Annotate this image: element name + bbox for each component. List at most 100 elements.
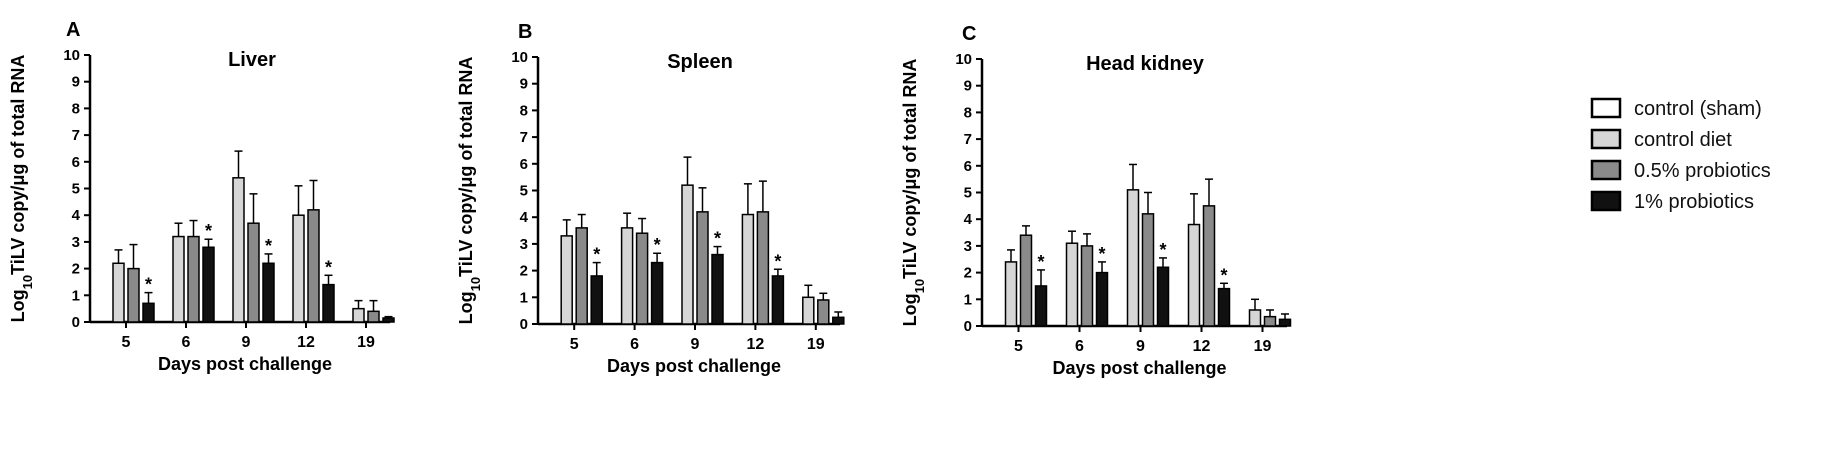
bar-1-probiotics-day-5 bbox=[590, 275, 603, 325]
significance-star: * bbox=[1220, 265, 1227, 285]
bar-control-diet-day-9 bbox=[681, 184, 694, 325]
legend-swatch-control-sham bbox=[1590, 97, 1622, 119]
y-tick-label: 5 bbox=[964, 185, 972, 202]
x-tick-label: 6 bbox=[182, 334, 191, 351]
significance-star: * bbox=[205, 221, 212, 241]
x-tick-label: 19 bbox=[357, 334, 375, 351]
significance-star: * bbox=[145, 275, 152, 295]
x-axis-label: Days post challenge bbox=[158, 354, 332, 374]
bar-control-diet-day-6 bbox=[172, 235, 185, 323]
chart-title: Head kidney bbox=[1086, 53, 1205, 75]
y-tick-label: 4 bbox=[964, 211, 973, 228]
bar-control-diet-day-12 bbox=[292, 214, 305, 323]
bar-control-diet-day-19 bbox=[802, 296, 815, 325]
y-tick-label: 3 bbox=[72, 234, 80, 251]
y-tick-label: 2 bbox=[520, 263, 528, 280]
x-tick-label: 6 bbox=[1075, 338, 1084, 355]
legend-label-1-probiotics: 1% probiotics bbox=[1634, 191, 1754, 213]
legend-swatch-05-probiotics bbox=[1590, 159, 1622, 181]
y-tick-label: 6 bbox=[520, 156, 528, 173]
bar-0-5-probiotics-day-6 bbox=[635, 232, 649, 325]
y-axis-label-subscript: 10 bbox=[912, 279, 927, 293]
y-tick-label: 2 bbox=[72, 261, 80, 278]
bar-1-probiotics-day-12 bbox=[322, 283, 335, 323]
y-tick-label: 9 bbox=[964, 78, 972, 95]
bar-0-5-probiotics-day-9 bbox=[1141, 213, 1155, 327]
bar-control-diet-day-5 bbox=[1004, 261, 1018, 327]
y-tick-label: 9 bbox=[520, 76, 528, 93]
bar-control-diet-day-6 bbox=[1065, 242, 1079, 327]
y-tick-label: 3 bbox=[964, 238, 972, 255]
y-tick-label: 8 bbox=[72, 100, 80, 117]
y-tick-label: 1 bbox=[520, 289, 528, 306]
bar-0-5-probiotics-day-9 bbox=[247, 222, 260, 323]
bar-1-probiotics-day-6 bbox=[1095, 271, 1109, 327]
y-tick-label: 10 bbox=[511, 49, 528, 66]
significance-star: * bbox=[1159, 240, 1166, 260]
y-axis-label: Log10TiLV copy/μg of total RNA bbox=[8, 55, 35, 323]
x-tick-label: 9 bbox=[691, 336, 700, 353]
panel-letter: C bbox=[962, 23, 976, 45]
y-tick-label: 6 bbox=[72, 154, 80, 171]
bar-0-5-probiotics-day-6 bbox=[1080, 245, 1094, 327]
x-tick-label: 5 bbox=[570, 336, 579, 353]
y-tick-label: 3 bbox=[520, 236, 528, 253]
y-axis-label-suffix: TiLV copy/μg of total RNA bbox=[8, 55, 28, 275]
y-tick-label: 5 bbox=[72, 181, 80, 198]
bar-0-5-probiotics-day-12 bbox=[307, 209, 320, 323]
bar-0-5-probiotics-day-19 bbox=[367, 310, 380, 323]
significance-star: * bbox=[714, 229, 721, 249]
y-tick-label: 1 bbox=[72, 287, 80, 304]
bar-0-5-probiotics-day-19 bbox=[817, 299, 830, 325]
y-axis-label-subscript: 10 bbox=[20, 275, 35, 289]
x-axis-label: Days post challenge bbox=[1052, 358, 1226, 378]
panel-letter: A bbox=[66, 19, 80, 41]
x-tick-label: 12 bbox=[1193, 338, 1211, 355]
bar-0-5-probiotics-day-9 bbox=[696, 211, 709, 325]
chart-title: Spleen bbox=[667, 51, 733, 73]
y-tick-label: 1 bbox=[964, 291, 972, 308]
panel-letter: B bbox=[518, 21, 532, 43]
y-tick-label: 0 bbox=[520, 316, 528, 333]
y-axis-label-subscript: 10 bbox=[468, 277, 483, 291]
bar-0-5-probiotics-day-5 bbox=[1019, 234, 1033, 327]
y-axis-label-suffix: TiLV copy/μg of total RNA bbox=[900, 59, 920, 279]
x-tick-label: 19 bbox=[1254, 338, 1272, 355]
bar-1-probiotics-day-9 bbox=[711, 253, 724, 325]
significance-star: * bbox=[774, 251, 781, 271]
bar-1-probiotics-day-12 bbox=[1217, 287, 1231, 327]
bar-1-probiotics-day-6 bbox=[650, 261, 664, 325]
significance-star: * bbox=[1037, 252, 1044, 272]
y-axis-label-prefix: Log bbox=[900, 293, 920, 326]
bar-0-5-probiotics-day-5 bbox=[575, 227, 588, 325]
bar-0-5-probiotics-day-6 bbox=[187, 235, 200, 323]
legend-label-control-sham: control (sham) bbox=[1634, 98, 1762, 120]
significance-star: * bbox=[593, 245, 600, 265]
bar-1-probiotics-day-9 bbox=[1156, 266, 1170, 327]
x-tick-label: 9 bbox=[242, 334, 251, 351]
y-tick-label: 4 bbox=[520, 209, 529, 226]
y-tick-label: 4 bbox=[72, 207, 81, 224]
x-tick-label: 19 bbox=[807, 336, 825, 353]
significance-star: * bbox=[654, 235, 661, 255]
y-tick-label: 8 bbox=[964, 104, 972, 121]
bar-1-probiotics-day-19 bbox=[1278, 318, 1292, 327]
bar-control-diet-day-5 bbox=[112, 262, 125, 323]
bar-1-probiotics-day-19 bbox=[382, 317, 395, 323]
x-tick-label: 5 bbox=[122, 334, 131, 351]
x-tick-label: 12 bbox=[297, 334, 315, 351]
x-tick-label: 5 bbox=[1014, 338, 1023, 355]
bar-1-probiotics-day-19 bbox=[832, 316, 845, 325]
bar-control-diet-day-9 bbox=[232, 177, 245, 323]
legend: control (sham) control diet 0.5% probiot… bbox=[1590, 97, 1771, 213]
bar-1-probiotics-day-5 bbox=[1034, 285, 1048, 327]
y-axis-label: Log10TiLV copy/μg of total RNA bbox=[456, 57, 483, 325]
chart-title: Liver bbox=[228, 49, 276, 71]
bar-control-diet-day-19 bbox=[352, 307, 365, 323]
significance-star: * bbox=[1098, 244, 1105, 264]
y-axis-label: Log10TiLV copy/μg of total RNA bbox=[900, 59, 927, 327]
